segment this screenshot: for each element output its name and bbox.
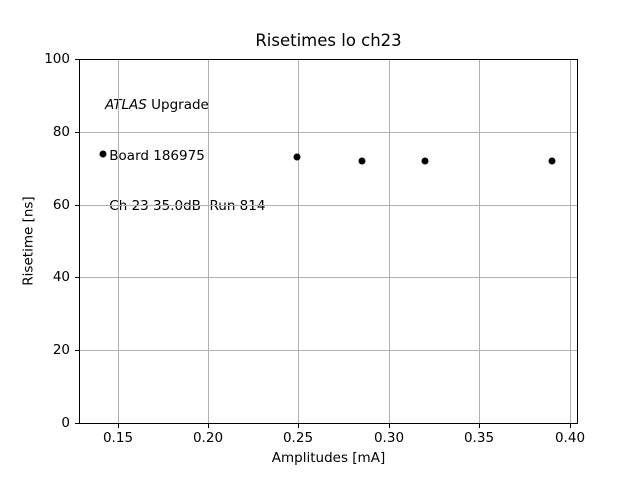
data-point [358,157,366,165]
x-axis-tick-label: 0.20 [192,430,224,446]
y-axis-tick-label: 20 [52,342,70,358]
y-axis-tick [75,59,79,60]
x-axis-tick-label: 0.40 [554,430,586,446]
axis-spine-bottom [79,423,578,424]
x-axis-tick [570,424,571,428]
gridline-vertical [298,59,299,423]
x-axis-tick [479,424,480,428]
gridline-vertical [208,59,209,423]
x-axis-label: Amplitudes [mA] [271,450,386,466]
axis-spine-top [79,59,578,60]
x-axis-tick-label: 0.30 [373,430,405,446]
y-axis-tick-label: 0 [61,415,70,431]
annotation-line-2: Board 186975 [105,147,205,164]
data-point [548,157,556,165]
gridline-horizontal [79,350,578,351]
data-point [421,157,429,165]
y-axis-tick-label: 80 [52,124,70,140]
gridline-vertical [570,59,571,423]
gridline-vertical [389,59,390,423]
y-axis-tick [75,205,79,206]
annotation: ATLAS Upgrade Board 186975 Ch 23 35.0dB … [105,64,265,248]
gridline-vertical [118,59,119,423]
data-point [99,150,107,158]
data-point [293,153,301,161]
x-axis-tick [208,424,209,428]
x-axis-tick [389,424,390,428]
y-axis-tick-label: 40 [52,269,70,285]
gridline-horizontal [79,205,578,206]
x-axis-tick [298,424,299,428]
y-axis-tick [75,423,79,424]
x-axis-tick [118,424,119,428]
gridline-horizontal [79,277,578,278]
axis-spine-left [79,59,80,424]
chart-title: Risetimes lo ch23 [255,31,402,50]
y-axis-tick [75,350,79,351]
x-axis-tick-label: 0.25 [282,430,314,446]
x-axis-tick-label: 0.15 [102,430,134,446]
annotation-experiment: ATLAS [105,97,147,114]
annotation-line-1: ATLAS Upgrade [105,97,209,114]
y-axis-tick-label: 100 [44,51,70,67]
gridline-horizontal [79,132,578,133]
y-axis-tick [75,277,79,278]
x-axis-tick-label: 0.35 [463,430,495,446]
y-axis-tick-label: 60 [52,197,70,213]
gridline-vertical [479,59,480,423]
axis-spine-right [577,59,578,424]
y-axis-tick [75,132,79,133]
